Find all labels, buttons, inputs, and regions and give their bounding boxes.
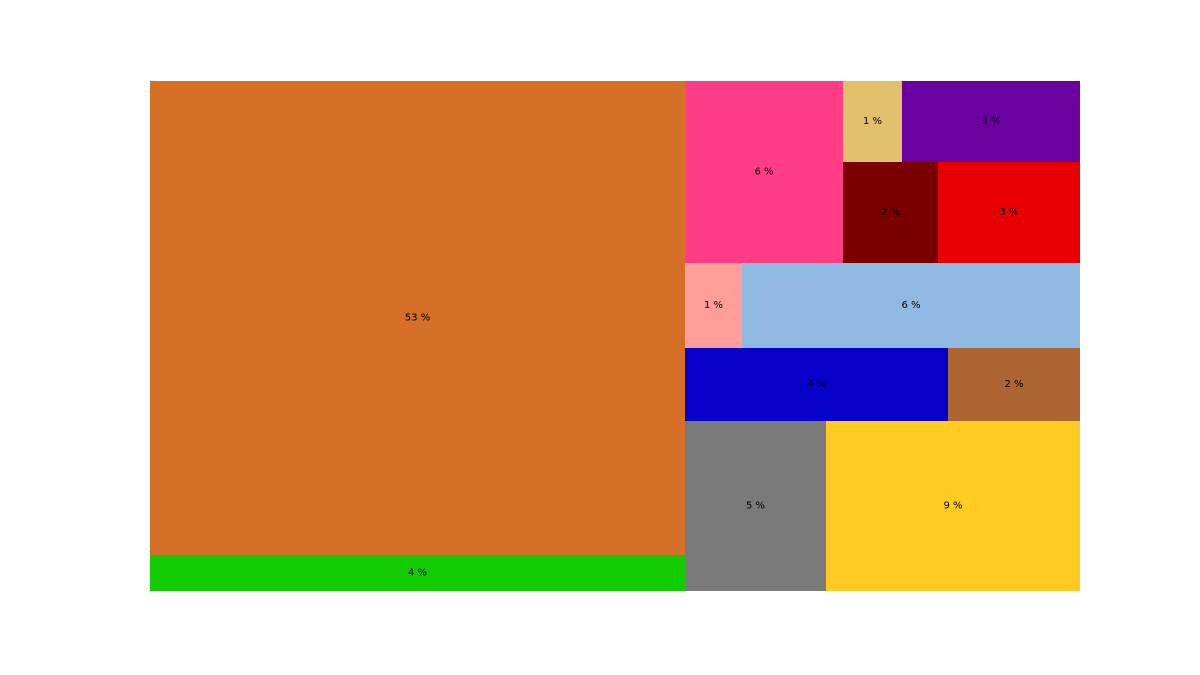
treemap-tiles bbox=[150, 81, 1080, 591]
treemap-tile bbox=[902, 81, 1080, 162]
treemap-tile bbox=[685, 348, 948, 421]
treemap-tile bbox=[843, 162, 938, 263]
treemap-tile bbox=[150, 555, 685, 591]
tile-label: 3 % bbox=[981, 116, 1000, 127]
treemap-tile bbox=[685, 263, 742, 348]
tile-label: 5 % bbox=[746, 501, 765, 512]
treemap-tile bbox=[150, 81, 685, 555]
tile-label: 1 % bbox=[863, 116, 882, 127]
treemap-tile bbox=[685, 421, 826, 591]
tile-label: 6 % bbox=[754, 167, 773, 178]
tile-label: 3 % bbox=[999, 207, 1018, 218]
tile-label: 4 % bbox=[408, 568, 427, 579]
treemap-tile bbox=[685, 81, 843, 263]
tile-label: 53 % bbox=[405, 313, 430, 324]
treemap-tile bbox=[843, 81, 902, 162]
tile-label: 6 % bbox=[901, 300, 920, 311]
treemap-tile bbox=[826, 421, 1080, 591]
treemap-tile bbox=[938, 162, 1080, 263]
treemap-tile bbox=[948, 348, 1080, 421]
tile-label: 4 % bbox=[807, 379, 826, 390]
tile-label: 2 % bbox=[1004, 379, 1023, 390]
tile-label: 9 % bbox=[943, 501, 962, 512]
tile-label: 2 % bbox=[881, 207, 900, 218]
treemap-tile bbox=[742, 263, 1080, 348]
tile-label: 1 % bbox=[704, 300, 723, 311]
treemap-labels: 53 % 4 % 6 % 1 % 3 % 2 % 3 % 1 % 6 % 4 % 2 % 5 % 9 % bbox=[405, 116, 1024, 579]
